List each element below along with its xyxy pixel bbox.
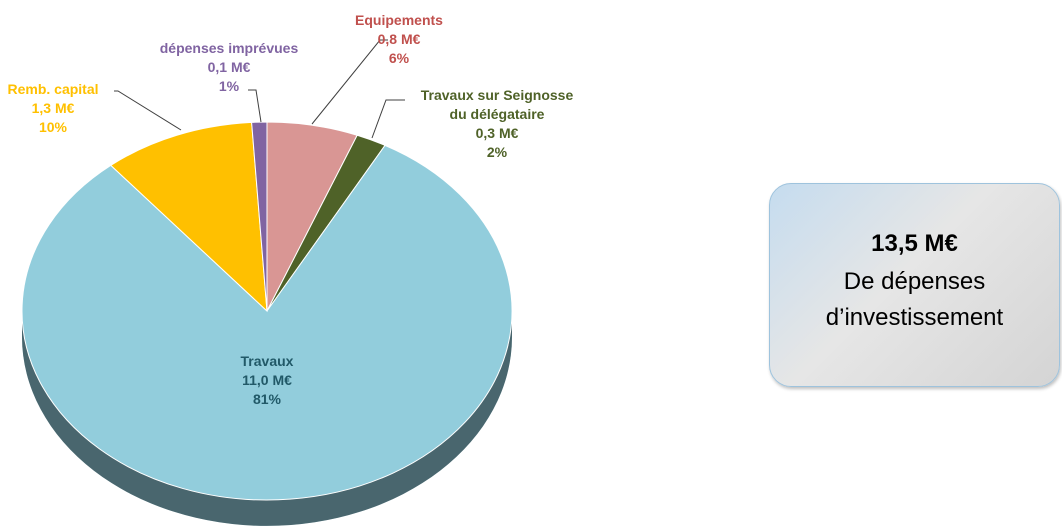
total-text: De dépenses d’investissement [825, 268, 1004, 331]
amount-label: 11,0 M€ [242, 372, 292, 388]
amount-label: 1,3 M€ [31, 100, 75, 116]
amount-label: 0,8 M€ [377, 31, 421, 47]
slice [251, 121, 268, 312]
slice [21, 144, 513, 501]
leader-line [114, 90, 182, 131]
total-value: 13,5 M€ [871, 230, 958, 257]
slice-name: Equipements [355, 12, 443, 28]
value-label: 10% [38, 119, 68, 135]
slice [110, 121, 268, 313]
value-label: 2% [486, 144, 508, 160]
total-box: 13,5 M€ De dépenses d’investissement [769, 183, 1060, 387]
value-label: 81% [252, 391, 282, 407]
slice-name: dépenses imprévues [159, 40, 299, 56]
leader-line [371, 99, 405, 139]
leader-line [248, 89, 262, 123]
amount-label: 0,1 M€ [207, 59, 251, 75]
leader-line [311, 39, 388, 125]
slice-name: Travaux sur Seignosse du délégataire [420, 87, 574, 122]
slice-name: Remb. capital [7, 81, 99, 97]
amount-label: 0,3 M€ [475, 125, 519, 141]
slice-name: Travaux [240, 353, 294, 369]
value-label: 1% [218, 78, 240, 94]
value-label: 6% [388, 50, 410, 66]
